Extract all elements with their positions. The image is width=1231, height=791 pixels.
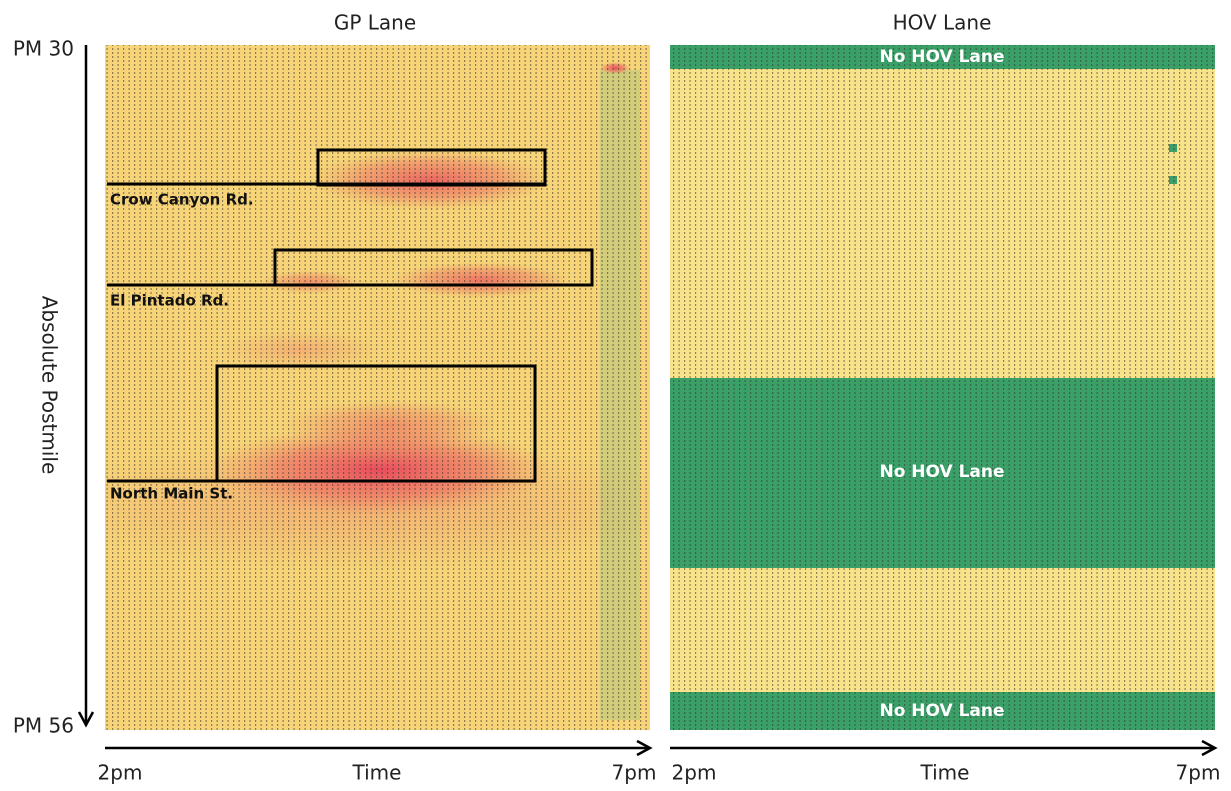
x-end-label: 7pm xyxy=(1176,761,1221,785)
panel-title: GP Lane xyxy=(334,11,416,35)
x-start-label: 2pm xyxy=(672,761,717,785)
y-axis-arrow xyxy=(77,45,95,728)
y-axis-label: Absolute Postmile xyxy=(38,296,62,475)
x-start-label: 2pm xyxy=(98,761,143,785)
y-top-label: PM 30 xyxy=(13,37,74,61)
x-axis-arrows xyxy=(105,739,1218,757)
no-hov-label: No HOV Lane xyxy=(879,462,1004,482)
x-axis-label: Time xyxy=(920,761,970,785)
highlight-boxes xyxy=(107,148,594,483)
no-hov-label: No HOV Lane xyxy=(879,47,1004,67)
gp-heatmap xyxy=(105,45,650,730)
landmark-label: Crow Canyon Rd. xyxy=(110,191,254,209)
no-hov-label: No HOV Lane xyxy=(879,701,1004,721)
x-end-label: 7pm xyxy=(612,761,657,785)
landmark-label: North Main St. xyxy=(110,485,233,503)
y-bottom-label: PM 56 xyxy=(13,714,74,738)
panel-title: HOV Lane xyxy=(893,11,992,35)
x-axis-label: Time xyxy=(352,761,402,785)
landmark-label: El Pintado Rd. xyxy=(110,292,229,310)
hov-heatmap xyxy=(670,45,1215,730)
